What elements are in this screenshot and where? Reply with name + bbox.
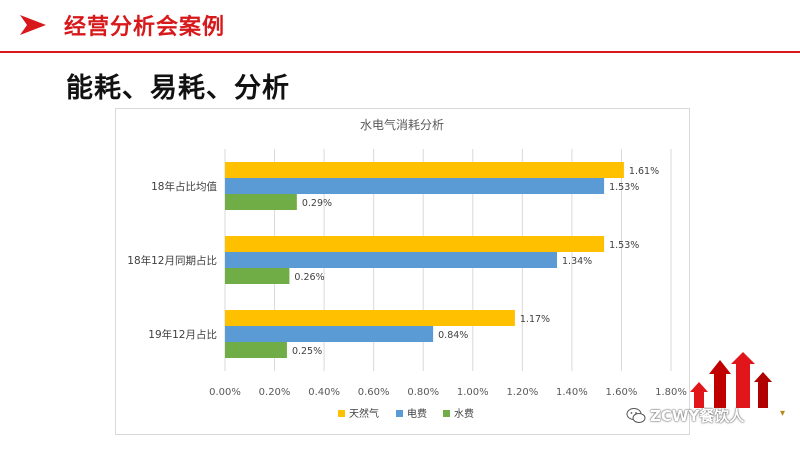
legend-label: 水费 xyxy=(454,407,474,420)
x-tick-label: 0.40% xyxy=(308,387,340,398)
chevron-down-icon: ▾ xyxy=(780,408,786,419)
bar xyxy=(225,252,558,268)
chart-title: 水电气消耗分析 xyxy=(360,117,444,132)
legend-swatch xyxy=(396,410,403,417)
category-label: 19年12月占比 xyxy=(148,328,217,341)
bar xyxy=(225,236,605,252)
legend-label: 天然气 xyxy=(349,407,379,420)
legend-swatch xyxy=(443,410,450,417)
bar xyxy=(225,194,297,210)
header-title: 经营分析会案例 xyxy=(64,15,226,40)
category-label: 18年12月同期占比 xyxy=(127,254,217,267)
watermark-text: ZCWY餐饮人 xyxy=(650,407,745,425)
legend-label: 电费 xyxy=(407,407,427,420)
data-label: 1.53% xyxy=(609,182,639,193)
rising-arrows-icon xyxy=(690,352,772,408)
x-tick-label: 0.80% xyxy=(407,387,439,398)
bar xyxy=(225,310,515,326)
x-tick-label: 1.40% xyxy=(556,387,588,398)
header-divider xyxy=(0,51,800,53)
play-arrow-icon xyxy=(20,15,46,35)
data-label: 0.84% xyxy=(438,330,468,341)
bar xyxy=(225,326,434,342)
x-tick-label: 1.00% xyxy=(457,387,489,398)
bar xyxy=(225,178,605,194)
data-label: 1.53% xyxy=(609,240,639,251)
x-tick-label: 1.20% xyxy=(506,387,538,398)
watermark: ZCWY餐饮人 xyxy=(626,405,744,426)
data-label: 0.25% xyxy=(292,346,322,357)
bar xyxy=(225,342,287,358)
bar-chart: 水电气消耗分析 0.00% 0.20% 0.40% 0.60% 0.80% 1.00% 1.2… xyxy=(127,117,687,420)
x-tick-label: 0.60% xyxy=(358,387,390,398)
bar xyxy=(225,268,290,284)
data-label: 0.26% xyxy=(294,272,324,283)
data-label: 1.61% xyxy=(629,166,659,177)
bar xyxy=(225,162,624,178)
data-label: 0.29% xyxy=(302,198,332,209)
x-tick-label: 1.80% xyxy=(655,387,687,398)
data-label: 1.34% xyxy=(562,256,592,267)
category-label: 18年占比均值 xyxy=(151,180,217,193)
x-tick-label: 0.00% xyxy=(209,387,241,398)
data-label: 1.17% xyxy=(520,314,550,325)
page-subtitle: 能耗、易耗、分析 xyxy=(66,73,290,104)
chart-panel: 水电气消耗分析 0.00% 0.20% 0.40% 0.60% 0.80% 1.00% 1.2… xyxy=(115,108,690,435)
x-tick-label: 1.60% xyxy=(606,387,638,398)
wechat-icon xyxy=(626,407,646,423)
x-tick-label: 0.20% xyxy=(259,387,291,398)
legend-swatch xyxy=(338,410,345,417)
